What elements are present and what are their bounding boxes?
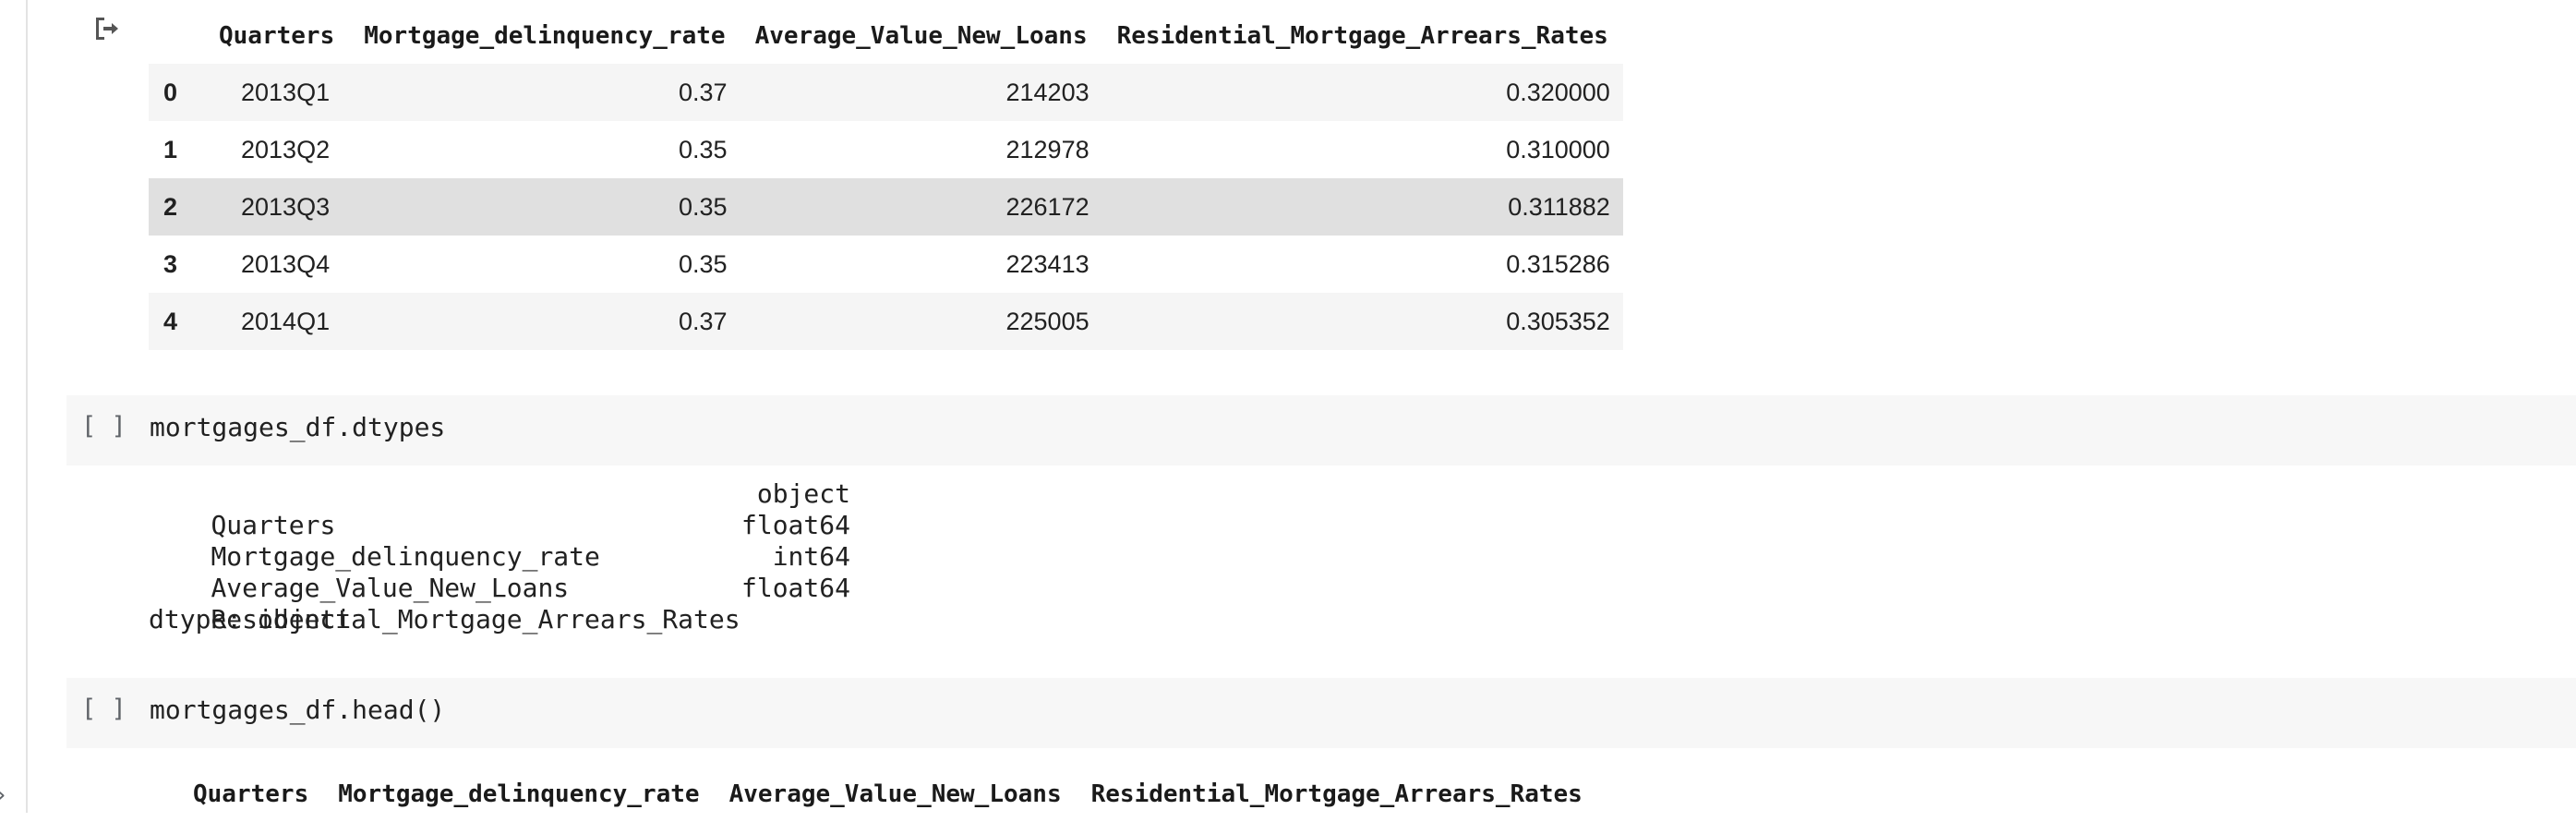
table-row: 2 2013Q3 0.35 226172 0.311882 <box>149 178 1623 236</box>
column-header: Mortgage_delinquency_rate <box>364 22 726 50</box>
cell-arrears: 0.315286 <box>1506 249 1610 278</box>
cell-delinquency: 0.35 <box>349 178 740 236</box>
table-row: 4 2014Q1 0.37 225005 0.305352 <box>149 293 1623 350</box>
dtype-column-name: Mortgage_delinquency_rate <box>211 541 600 572</box>
dataframe-output-table-2: Quarters Mortgage_delinquency_rate Avera… <box>149 767 1597 822</box>
index-header <box>149 8 204 64</box>
dtype-row: Mortgage_delinquency_rate float64 <box>149 510 850 572</box>
dtype-row: Average_Value_New_Loans int64 <box>149 541 850 603</box>
dtype-column-name: Residential_Mortgage_Arrears_Rates <box>211 604 740 635</box>
run-cell-button[interactable]: [ ] <box>81 412 126 441</box>
code-cell-head[interactable]: [ ] mortgages_df.head() <box>66 678 2576 748</box>
row-index: 2 <box>149 178 204 236</box>
cell-arrears: 0.320000 <box>1101 64 1623 121</box>
chevron-right-icon[interactable]: › <box>0 781 6 809</box>
column-header: Average_Value_New_Loans <box>728 780 1062 808</box>
cell-arrears: 0.310000 <box>1506 135 1610 163</box>
index-header <box>149 767 178 822</box>
cell-avg-value: 212978 <box>1005 135 1089 163</box>
dtype-value: int64 <box>772 541 850 572</box>
dtype-column-name: Quarters <box>211 510 336 540</box>
table-header-row: Quarters Mortgage_delinquency_rate Avera… <box>149 767 1597 822</box>
cell-avg-value: 226172 <box>740 178 1102 236</box>
cell-delinquency: 0.35 <box>679 135 728 163</box>
cell-delinquency: 0.35 <box>679 249 728 278</box>
dtype-value: float64 <box>740 510 850 540</box>
cell-arrears: 0.311882 <box>1101 178 1623 236</box>
column-header: Quarters <box>193 780 309 808</box>
column-header: Average_Value_New_Loans <box>754 22 1088 50</box>
output-redirect-icon[interactable] <box>92 15 120 42</box>
run-cell-button[interactable]: [ ] <box>81 695 126 723</box>
column-header: Residential_Mortgage_Arrears_Rates <box>1116 22 1608 50</box>
dataframe-output-table: Quarters Mortgage_delinquency_rate Avera… <box>149 8 1623 350</box>
code-editor[interactable]: mortgages_df.head() <box>150 695 446 725</box>
code-cell-dtypes[interactable]: [ ] mortgages_df.dtypes <box>66 395 2576 465</box>
dtype-column-name: Average_Value_New_Loans <box>211 573 570 603</box>
dtype-value: object <box>756 478 850 509</box>
row-index: 0 <box>149 64 204 121</box>
cell-arrears: 0.305352 <box>1101 293 1623 350</box>
column-header: Residential_Mortgage_Arrears_Rates <box>1090 780 1583 808</box>
cell-avg-value: 225005 <box>740 293 1102 350</box>
cell-delinquency: 0.37 <box>349 293 740 350</box>
dtype-footer: dtype: object <box>149 604 352 635</box>
row-index: 4 <box>149 293 204 350</box>
dtype-value: float64 <box>740 573 850 603</box>
dtype-row: Residential_Mortgage_Arrears_Rates float… <box>149 573 850 635</box>
cell-delinquency: 0.37 <box>349 64 740 121</box>
code-editor[interactable]: mortgages_df.dtypes <box>150 412 446 442</box>
cell-quarters: 2014Q1 <box>204 293 350 350</box>
column-header: Mortgage_delinquency_rate <box>338 780 700 808</box>
cell-avg-value: 214203 <box>740 64 1102 121</box>
table-header-row: Quarters Mortgage_delinquency_rate Avera… <box>149 8 1623 64</box>
notebook-gutter-divider <box>26 0 28 813</box>
dtypes-output: Quarters object Mortgage_delinquency_rat… <box>149 478 850 635</box>
cell-avg-value: 223413 <box>1005 249 1089 278</box>
dtype-row: Quarters object <box>149 478 850 540</box>
column-header: Quarters <box>219 22 335 50</box>
table-row: 0 2013Q1 0.37 214203 0.320000 <box>149 64 1623 121</box>
cell-quarters: 2013Q3 <box>204 178 350 236</box>
table-row: 1 2013Q2 0.35 212978 0.310000 <box>149 121 1623 178</box>
row-index: 1 <box>163 135 178 163</box>
cell-quarters: 2013Q4 <box>241 249 331 278</box>
cell-quarters: 2013Q2 <box>241 135 331 163</box>
cell-quarters: 2013Q1 <box>204 64 350 121</box>
table-row: 3 2013Q4 0.35 223413 0.315286 <box>149 236 1623 293</box>
row-index: 3 <box>163 249 178 278</box>
